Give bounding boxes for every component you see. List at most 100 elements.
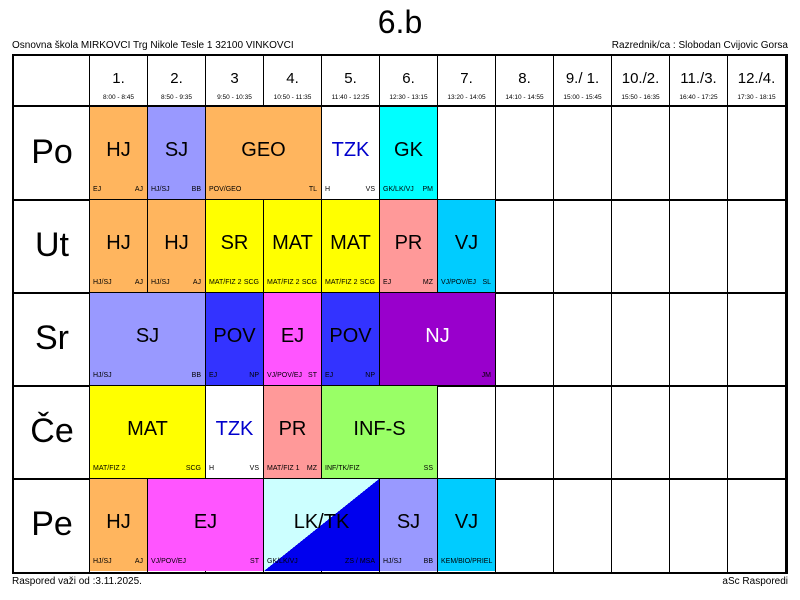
lesson-cell[interactable]: TZK H VS (322, 107, 380, 199)
subject-label: PR (278, 418, 307, 440)
lesson-cell[interactable]: EJ VJ/POV/EJ ST (264, 293, 322, 385)
period-header: 4. 10:50 - 11:35 (264, 56, 322, 106)
lesson-cell[interactable]: LK/TK GK/LK/VJ ZS / MSA (264, 479, 380, 571)
teacher-label: VS (249, 465, 259, 472)
period-header: 11./3. 16:40 - 17:25 (670, 56, 728, 106)
group-label: VJ/POV/EJ (441, 279, 477, 286)
period-time: 8:50 - 9:35 (160, 94, 193, 101)
day-label: Sr (35, 319, 69, 357)
cell-divider (785, 200, 786, 293)
subject-label: TZK (215, 418, 254, 440)
teacher-label: NP (249, 372, 259, 379)
lesson-cell[interactable]: HJ HJ/SJ AJ (90, 200, 148, 292)
lesson-cell[interactable]: VJ KEM/BIO/PRIEL (438, 479, 496, 571)
period-header: 6. 12:30 - 13:15 (380, 56, 438, 106)
subject-label: GK (394, 139, 423, 161)
lesson-cell[interactable]: TZK H VS (206, 386, 264, 478)
cell-divider (553, 200, 554, 293)
teacher-label: ST (250, 558, 259, 565)
period-number: 1. (112, 70, 125, 87)
lesson-cell[interactable]: HJ HJ/SJ AJ (148, 200, 206, 292)
day-label: Po (31, 133, 73, 171)
lesson-cell[interactable]: POV EJ NP (206, 293, 264, 385)
teacher-label: ST (308, 372, 317, 379)
cell-divider (611, 200, 612, 293)
lesson-cell[interactable]: SJ HJ/SJ BB (148, 107, 206, 199)
period-header: 12./4. 17:30 - 18:15 (728, 56, 786, 106)
lesson-cell[interactable]: PR EJ MZ (380, 200, 438, 292)
lesson-cell[interactable]: PR MAT/FIZ 1 MZ (264, 386, 322, 478)
period-number: 9./ 1. (565, 70, 600, 87)
subject-label: PR (394, 232, 423, 254)
class-title: 6.b (377, 4, 423, 40)
subject-label: HJ (106, 232, 131, 254)
software-name: aSc Rasporedi (722, 576, 788, 587)
group-label: VJ/POV/EJ (151, 558, 187, 565)
period-header: 5. 11:40 - 12:25 (322, 56, 380, 106)
subject-label: HJ (164, 232, 189, 254)
cell-divider (553, 293, 554, 386)
group-label: HJ/SJ (93, 372, 112, 379)
school-info: Osnovna škola MIRKOVCI Trg Nikole Tesle … (12, 40, 294, 51)
lesson-cell[interactable]: VJ VJ/POV/EJ SL (438, 200, 496, 292)
lesson-cell[interactable]: SJ HJ/SJ BB (90, 293, 206, 385)
cell-divider (669, 293, 670, 386)
lesson-cell[interactable]: EJ VJ/POV/EJ ST (148, 479, 264, 571)
lesson-cell[interactable]: SR MAT/FIZ 2 SCG (206, 200, 264, 292)
teacher-label: AJ (134, 279, 143, 286)
teacher-label: SL (482, 279, 491, 286)
valid-from: Raspored važi od :3.11.2025. (12, 576, 142, 587)
group-label: HJ/SJ (383, 558, 402, 565)
teacher-label: SCG (359, 279, 375, 286)
cell-divider (553, 107, 554, 200)
lesson-cell[interactable]: HJ EJ AJ (90, 107, 148, 199)
subject-label: INF-S (353, 418, 406, 440)
subject-label: SR (220, 232, 249, 254)
day-divider (89, 386, 90, 479)
group-label: MAT/FIZ 2 (325, 279, 358, 286)
group-label: H (325, 186, 331, 193)
period-number: 7. (460, 70, 473, 87)
timetable-grid: 1. 8:00 - 8:45 2. 8:50 - 9:35 3 9:50 - 10:35 4… (12, 54, 788, 574)
group-label: KEM/BIO/PRIEL (441, 558, 493, 565)
lesson-cell[interactable]: MAT MAT/FIZ 2 SCG (90, 386, 206, 478)
teacher-label: SCG (185, 465, 201, 472)
cell-divider (785, 293, 786, 386)
group-label: EJ (325, 372, 334, 379)
period-number: 11./3. (680, 70, 717, 87)
lesson-cell[interactable]: SJ HJ/SJ BB (380, 479, 438, 571)
subject-label: SJ (164, 139, 189, 161)
lesson-cell[interactable]: INF-S INF/TK/FIZ SS (322, 386, 438, 478)
lesson-cell[interactable]: GEO POV/GEO TL (206, 107, 322, 199)
subject-label: SJ (396, 511, 421, 533)
period-time: 14:10 - 14:55 (505, 94, 544, 101)
group-label: GK/LK/VJ (267, 558, 298, 565)
cell-divider (669, 200, 670, 293)
subject-label: MAT (330, 232, 371, 254)
cell-divider (785, 386, 786, 479)
group-label: EJ (383, 279, 392, 286)
lesson-cell[interactable]: HJ HJ/SJ AJ (90, 479, 148, 571)
period-time: 11:40 - 12:25 (331, 94, 370, 101)
cell-divider (495, 386, 496, 479)
subject-label: HJ (106, 139, 131, 161)
lesson-cell[interactable]: GK GK/LK/VJ PM (380, 107, 438, 199)
header-divider (14, 105, 786, 107)
lesson-cell[interactable]: POV EJ NP (322, 293, 380, 385)
cell-divider (669, 107, 670, 200)
period-number: 3 (230, 70, 239, 87)
teacher-label: ZS / MSA (345, 558, 375, 565)
lesson-cell[interactable]: MAT MAT/FIZ 2 SCG (264, 200, 322, 292)
period-time: 17:30 - 18:15 (737, 94, 776, 101)
lesson-cell[interactable]: MAT MAT/FIZ 2 SCG (322, 200, 380, 292)
group-label: HJ/SJ (93, 279, 112, 286)
period-number: 5. (344, 70, 357, 87)
period-time: 12:30 - 13:15 (389, 94, 428, 101)
teacher-label: AJ (134, 186, 143, 193)
lesson-cell[interactable]: NJ JM (380, 293, 496, 385)
cell-divider (669, 479, 670, 572)
day-divider (89, 107, 90, 200)
group-label: INF/TK/FIZ (325, 465, 360, 472)
teacher-label: JM (481, 372, 491, 379)
period-number: 4. (286, 70, 299, 87)
